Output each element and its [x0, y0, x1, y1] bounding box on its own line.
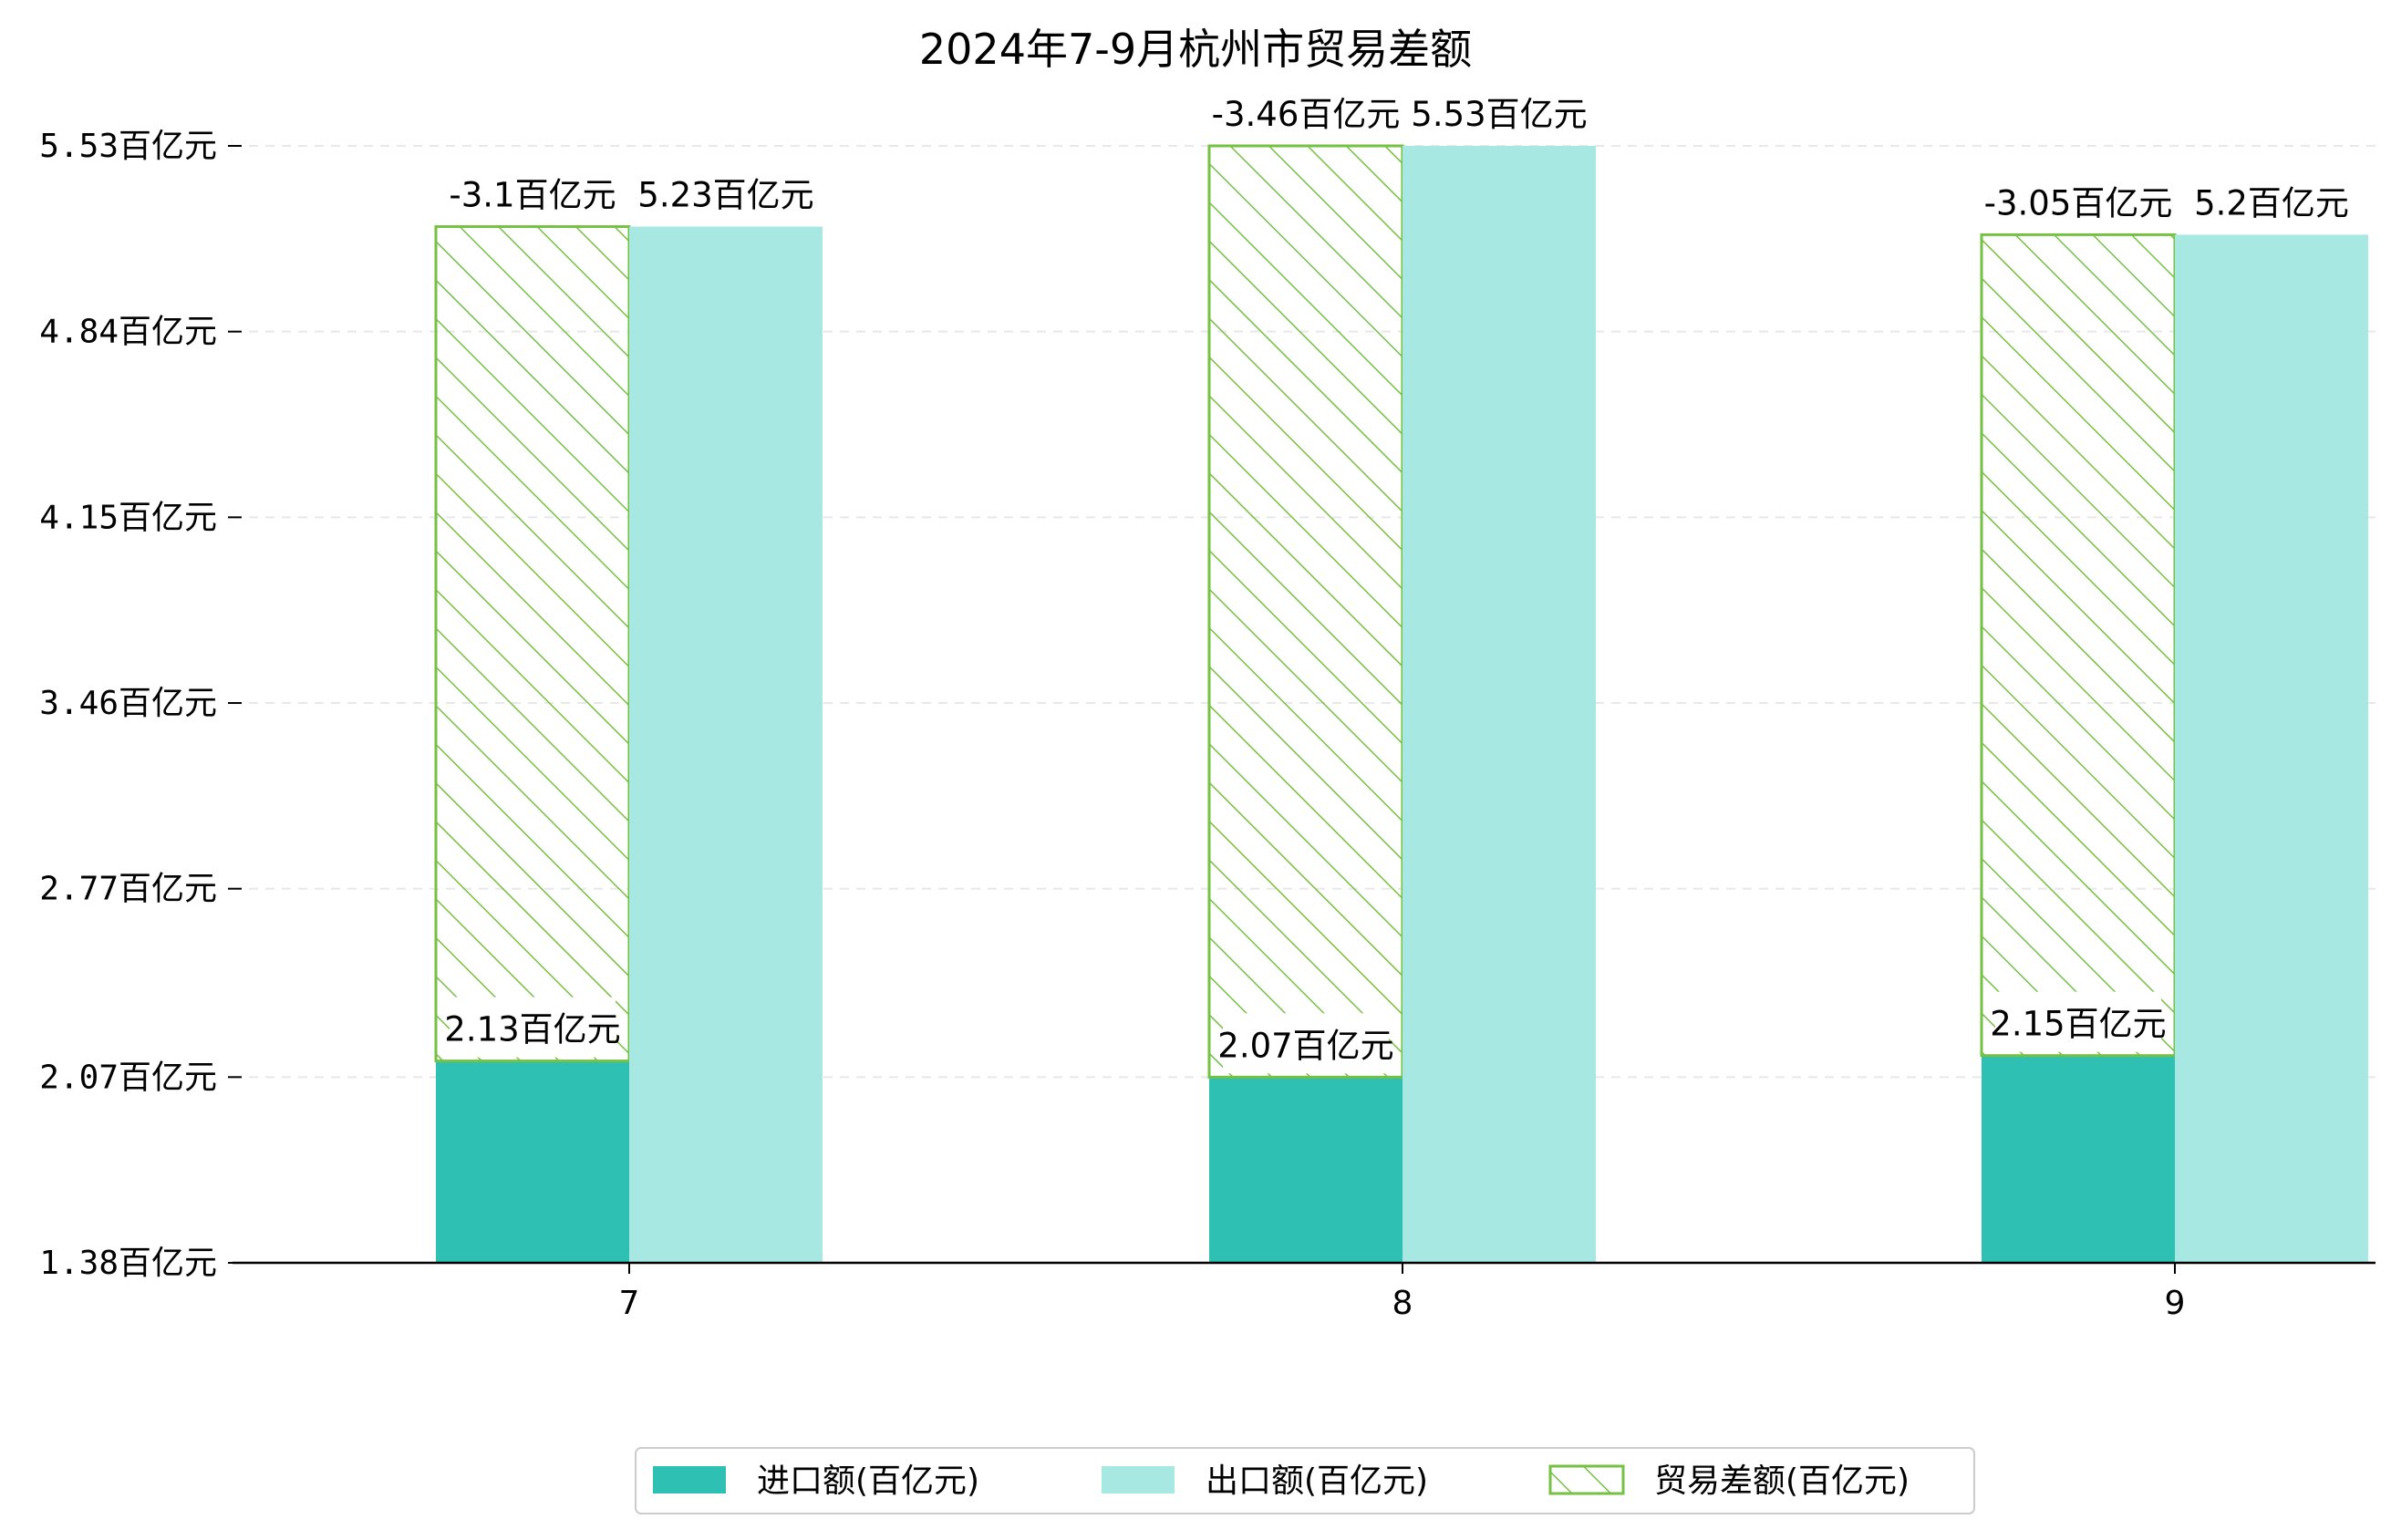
import-value-label: 2.07百亿元 — [1217, 1026, 1393, 1065]
export-value-label-box — [643, 162, 809, 223]
balance-value-label-box — [1985, 171, 2171, 232]
balance-value-label: -3.05百亿元 — [1984, 183, 2173, 222]
y-tick-label: 2.07百亿元 — [39, 1059, 217, 1096]
import-value-label: 2.15百亿元 — [1990, 1005, 2166, 1044]
export-value-label-box — [1416, 82, 1582, 142]
import-value-label-box — [450, 997, 616, 1058]
y-tick-label: 4.84百亿元 — [39, 314, 217, 351]
balance-bar — [434, 225, 631, 1063]
bars — [434, 144, 2368, 1264]
y-tick-label: 3.46百亿元 — [39, 685, 217, 722]
y-tick-label: 4.15百亿元 — [39, 499, 217, 536]
y-tick-label: 1.38百亿元 — [39, 1245, 217, 1282]
export-value-label: 5.53百亿元 — [1411, 95, 1587, 134]
legend-label: 进口额(百亿元) — [757, 1462, 979, 1500]
x-tick-label: 8 — [1392, 1285, 1413, 1322]
legend-box — [635, 1447, 1975, 1514]
import-value-label: 2.13百亿元 — [444, 1010, 620, 1049]
y-tick-label: 5.53百亿元 — [39, 128, 217, 165]
export-bar — [1403, 146, 1596, 1263]
legend: 进口额(百亿元) 出口额(百亿元) 贸易差额(百亿元) — [635, 1447, 1975, 1514]
balance-bar — [1980, 233, 2177, 1058]
balance-value-label-box — [450, 162, 616, 223]
balance-value-label: -3.46百亿元 — [1212, 95, 1401, 134]
import-bar — [1982, 1055, 2175, 1263]
balance-value-label: -3.1百亿元 — [449, 176, 616, 215]
x-tick-label: 7 — [619, 1285, 640, 1322]
import-bar — [1209, 1077, 1403, 1263]
axes: 1.38百亿元 2.07百亿元 2.77百亿元 3.46百亿元 4.15百亿元 4.84百… — [39, 128, 2375, 1322]
legend-swatch — [1102, 1466, 1175, 1493]
import-bar — [436, 1060, 629, 1263]
export-bar — [2175, 234, 2368, 1263]
x-tick-label: 9 — [2165, 1285, 2186, 1322]
balance-bar — [1207, 144, 1404, 1079]
legend-label: 出口额(百亿元) — [1206, 1462, 1428, 1500]
legend-swatch — [1548, 1464, 1625, 1495]
import-value-label-box — [1223, 1013, 1389, 1074]
export-value-label: 5.2百亿元 — [2194, 183, 2349, 222]
balance-value-label-box — [1213, 82, 1399, 142]
chart-title: 2024年7-9月杭州市贸易差额 — [919, 25, 1472, 74]
export-bar — [629, 226, 823, 1264]
legend-swatch — [653, 1466, 726, 1493]
y-tick-label: 2.77百亿元 — [39, 871, 217, 908]
data-labels: 5.23百亿元 -3.1百亿元 2.13百亿元 5.53百亿元 -3.46百亿元 2.07… — [444, 82, 2349, 1074]
import-value-label-box — [1995, 991, 2161, 1052]
export-value-label-box — [2199, 171, 2344, 232]
legend-label: 贸易差额(百亿元) — [1654, 1462, 1910, 1500]
export-value-label: 5.23百亿元 — [637, 176, 813, 215]
